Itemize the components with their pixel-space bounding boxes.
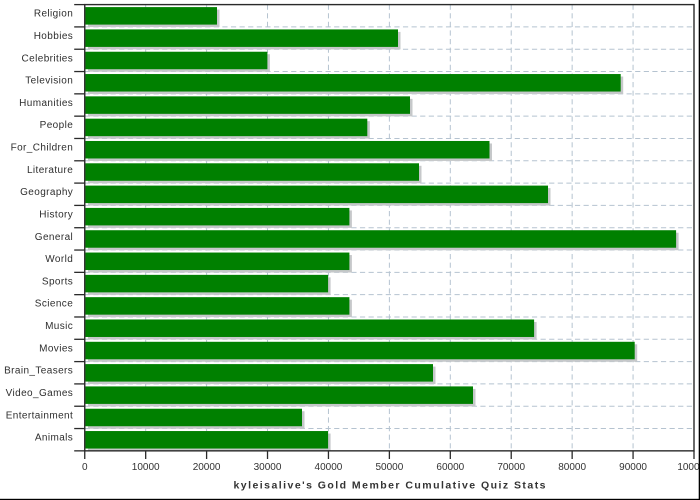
- svg-text:Science: Science: [35, 299, 73, 310]
- svg-text:80000: 80000: [558, 462, 586, 473]
- svg-text:World: World: [45, 254, 73, 265]
- svg-text:History: History: [39, 209, 73, 220]
- svg-text:Television: Television: [25, 76, 73, 87]
- svg-text:Video_Games: Video_Games: [6, 388, 74, 399]
- svg-text:70000: 70000: [497, 462, 525, 473]
- svg-text:Animals: Animals: [35, 433, 73, 444]
- svg-text:kyleisalive's Gold Member Cumu: kyleisalive's Gold Member Cumulative Qui…: [234, 479, 546, 491]
- svg-text:People: People: [40, 120, 74, 131]
- svg-text:General: General: [35, 232, 73, 243]
- svg-text:40000: 40000: [315, 462, 343, 473]
- svg-text:30000: 30000: [254, 462, 282, 473]
- svg-text:Brain_Teasers: Brain_Teasers: [4, 366, 73, 377]
- svg-text:0: 0: [82, 462, 88, 473]
- svg-text:90000: 90000: [619, 462, 647, 473]
- svg-text:Entertainment: Entertainment: [6, 410, 73, 421]
- svg-text:Humanities: Humanities: [19, 98, 73, 109]
- svg-text:Geography: Geography: [20, 187, 73, 198]
- svg-text:Hobbies: Hobbies: [34, 31, 74, 42]
- svg-text:For_Children: For_Children: [11, 143, 74, 154]
- svg-text:Music: Music: [45, 321, 73, 332]
- svg-text:Sports: Sports: [42, 276, 73, 287]
- svg-text:50000: 50000: [375, 462, 403, 473]
- svg-text:60000: 60000: [436, 462, 464, 473]
- svg-text:Celebrities: Celebrities: [22, 53, 74, 64]
- svg-text:20000: 20000: [193, 462, 221, 473]
- svg-text:100000: 100000: [677, 462, 700, 473]
- svg-text:Literature: Literature: [27, 165, 73, 176]
- svg-text:Movies: Movies: [39, 343, 73, 354]
- svg-text:10000: 10000: [132, 462, 160, 473]
- svg-text:Religion: Religion: [34, 9, 73, 20]
